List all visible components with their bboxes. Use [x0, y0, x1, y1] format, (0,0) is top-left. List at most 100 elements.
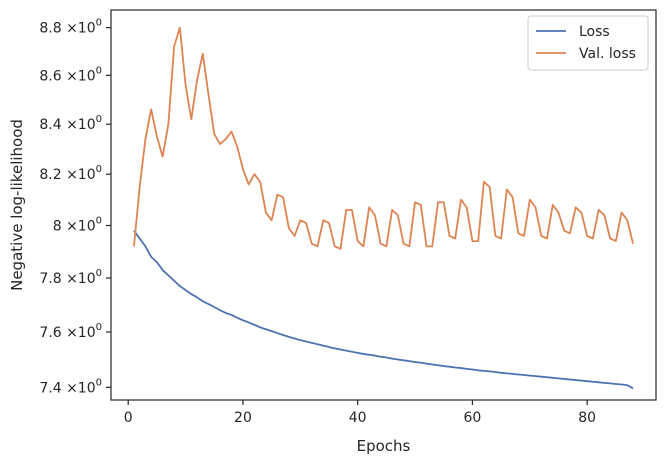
- y-tick-label: 7.8 ×100: [39, 268, 102, 287]
- data-point-loss: [357, 352, 358, 353]
- data-point-loss: [328, 346, 329, 347]
- data-point-loss: [592, 381, 593, 382]
- data-point-loss: [409, 361, 410, 362]
- data-point-loss: [196, 297, 197, 298]
- data-point-val-loss: [374, 215, 375, 216]
- data-point-val-loss: [156, 136, 157, 137]
- data-point-val-loss: [271, 220, 272, 221]
- data-point-val-loss: [277, 194, 278, 195]
- data-point-val-loss: [214, 134, 215, 135]
- data-point-val-loss: [208, 94, 209, 95]
- x-tick-label: 60: [464, 410, 482, 426]
- data-point-loss: [426, 363, 427, 364]
- data-point-loss: [632, 388, 633, 389]
- data-point-loss: [346, 350, 347, 351]
- data-point-loss: [179, 285, 180, 286]
- data-point-loss: [162, 269, 163, 270]
- data-point-val-loss: [242, 169, 243, 170]
- data-point-loss: [455, 367, 456, 368]
- data-point-val-loss: [311, 243, 312, 244]
- y-tick-label: 8.4 ×100: [39, 114, 102, 133]
- data-point-loss: [185, 289, 186, 290]
- data-point-loss: [277, 332, 278, 333]
- data-point-val-loss: [564, 230, 565, 231]
- data-point-loss: [466, 368, 467, 369]
- data-point-loss: [506, 373, 507, 374]
- data-point-loss: [300, 340, 301, 341]
- data-point-val-loss: [196, 80, 197, 81]
- data-point-val-loss: [432, 246, 433, 247]
- data-point-val-loss: [587, 235, 588, 236]
- y-tick-label: 8.6 ×100: [39, 65, 102, 84]
- data-point-val-loss: [363, 246, 364, 247]
- data-point-val-loss: [523, 235, 524, 236]
- data-point-loss: [558, 378, 559, 379]
- data-point-val-loss: [225, 138, 226, 139]
- data-point-loss: [489, 371, 490, 372]
- data-point-val-loss: [535, 207, 536, 208]
- y-tick-label: 8.2 ×100: [39, 164, 102, 183]
- series-line-val-loss: [133, 26, 634, 250]
- data-point-val-loss: [288, 227, 289, 228]
- data-point-loss: [392, 358, 393, 359]
- data-point-loss: [437, 365, 438, 366]
- legend-label-loss: Loss: [579, 24, 610, 40]
- data-point-loss: [340, 349, 341, 350]
- data-point-val-loss: [501, 238, 502, 239]
- data-point-loss: [420, 362, 421, 363]
- data-point-loss: [610, 383, 611, 384]
- data-point-loss: [397, 359, 398, 360]
- x-tick-label: 0: [124, 410, 133, 426]
- data-point-loss: [581, 380, 582, 381]
- data-point-loss: [168, 275, 169, 276]
- data-point-loss: [225, 312, 226, 313]
- data-point-val-loss: [443, 202, 444, 203]
- data-point-val-loss: [598, 209, 599, 210]
- data-point-loss: [145, 246, 146, 247]
- data-point-loss: [615, 383, 616, 384]
- data-point-val-loss: [403, 243, 404, 244]
- data-point-val-loss: [168, 124, 169, 125]
- data-point-loss: [621, 384, 622, 385]
- data-point-val-loss: [489, 186, 490, 187]
- data-point-loss: [604, 382, 605, 383]
- data-point-val-loss: [219, 143, 220, 144]
- data-point-val-loss: [409, 246, 410, 247]
- data-point-loss: [512, 373, 513, 374]
- data-point-val-loss: [575, 207, 576, 208]
- data-point-loss: [443, 366, 444, 367]
- data-point-loss: [237, 317, 238, 318]
- data-point-val-loss: [351, 209, 352, 210]
- data-point-loss: [219, 310, 220, 311]
- data-point-val-loss: [581, 212, 582, 213]
- series-layer: [133, 26, 634, 390]
- data-point-loss: [305, 341, 306, 342]
- data-point-val-loss: [334, 246, 335, 247]
- data-point-loss: [495, 371, 496, 372]
- data-point-val-loss: [162, 156, 163, 157]
- data-point-val-loss: [512, 197, 513, 198]
- data-point-val-loss: [518, 233, 519, 234]
- data-point-val-loss: [323, 220, 324, 221]
- data-point-val-loss: [529, 199, 530, 200]
- data-point-loss: [369, 354, 370, 355]
- x-tick-label: 40: [349, 410, 367, 426]
- data-point-loss: [139, 238, 140, 239]
- data-point-loss: [535, 376, 536, 377]
- data-point-val-loss: [610, 238, 611, 239]
- data-point-loss: [374, 355, 375, 356]
- data-point-loss: [151, 256, 152, 257]
- data-point-val-loss: [380, 243, 381, 244]
- data-point-val-loss: [357, 241, 358, 242]
- data-point-loss: [283, 334, 284, 335]
- data-point-val-loss: [340, 248, 341, 249]
- data-point-val-loss: [231, 131, 232, 132]
- data-point-val-loss: [472, 241, 473, 242]
- x-tick-label: 80: [578, 410, 596, 426]
- data-point-val-loss: [546, 238, 547, 239]
- data-point-val-loss: [369, 207, 370, 208]
- data-point-val-loss: [248, 184, 249, 185]
- data-point-loss: [598, 382, 599, 383]
- data-point-loss: [386, 357, 387, 358]
